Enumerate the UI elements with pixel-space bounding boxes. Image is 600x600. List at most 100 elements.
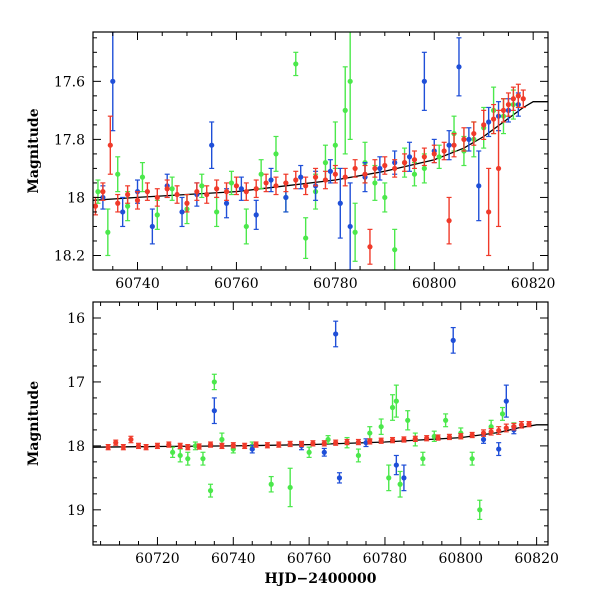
data-point bbox=[310, 440, 316, 446]
data-point bbox=[488, 429, 494, 435]
data-point bbox=[367, 430, 373, 436]
data-point bbox=[143, 444, 149, 450]
x-tick-label: 60780 bbox=[313, 276, 358, 292]
x-tick-label: 60720 bbox=[135, 551, 180, 567]
data-point bbox=[100, 189, 106, 195]
data-point bbox=[446, 142, 452, 148]
data-point bbox=[456, 64, 462, 70]
data-point bbox=[393, 398, 399, 404]
data-point bbox=[214, 186, 220, 192]
data-point bbox=[526, 421, 532, 427]
data-point bbox=[107, 142, 113, 148]
data-point bbox=[110, 78, 116, 84]
data-point bbox=[268, 177, 274, 183]
data-point bbox=[435, 434, 441, 441]
data-point bbox=[347, 223, 353, 230]
data-point bbox=[207, 442, 214, 448]
data-point bbox=[481, 122, 487, 128]
data-point bbox=[451, 142, 457, 148]
y-tick-label: 17.6 bbox=[54, 74, 85, 90]
model-curve bbox=[93, 424, 548, 448]
data-point bbox=[149, 223, 155, 230]
data-point bbox=[293, 177, 299, 183]
data-point bbox=[344, 439, 350, 445]
plot-frame bbox=[92, 301, 549, 546]
data-point bbox=[273, 151, 279, 157]
data-point bbox=[321, 440, 327, 446]
data-point bbox=[342, 107, 348, 113]
data-point bbox=[476, 183, 482, 189]
data-point bbox=[355, 439, 362, 445]
data-point bbox=[273, 183, 279, 189]
data-point bbox=[424, 435, 430, 441]
data-point bbox=[105, 229, 111, 235]
data-point bbox=[223, 200, 230, 206]
data-point bbox=[144, 189, 151, 195]
data-point bbox=[283, 180, 289, 186]
bottom-panel: 60720 60740 60760 60780 60800 60820 16 17 18 19 Ma… bbox=[26, 301, 559, 587]
data-point bbox=[333, 440, 339, 446]
data-point bbox=[431, 151, 437, 157]
data-point bbox=[443, 417, 449, 423]
data-point bbox=[303, 235, 309, 241]
y-axis-title: Magnitude bbox=[26, 381, 42, 466]
data-point bbox=[436, 154, 442, 160]
data-point bbox=[264, 442, 271, 448]
y-tick-label: 17.8 bbox=[54, 132, 85, 148]
data-point bbox=[446, 218, 452, 224]
data-point bbox=[392, 165, 398, 172]
y-tick-label: 18.2 bbox=[54, 248, 85, 264]
data-point bbox=[421, 165, 427, 172]
data-point bbox=[367, 244, 373, 250]
data-point bbox=[515, 93, 521, 99]
data-point bbox=[179, 209, 185, 215]
data-point bbox=[298, 174, 304, 180]
data-point bbox=[362, 171, 368, 177]
data-point bbox=[207, 488, 214, 494]
data-point bbox=[406, 154, 413, 160]
x-tick-label: 60780 bbox=[363, 551, 408, 567]
data-point bbox=[389, 404, 396, 411]
data-point bbox=[185, 456, 191, 462]
data-point bbox=[378, 438, 384, 444]
data-point bbox=[214, 209, 220, 215]
data-point bbox=[496, 446, 502, 452]
data-point bbox=[401, 160, 408, 166]
data-point bbox=[209, 142, 215, 148]
data-point bbox=[135, 443, 142, 449]
x-tick-label: 60800 bbox=[439, 551, 484, 567]
data-point bbox=[322, 160, 329, 166]
data-point bbox=[496, 427, 502, 434]
x-tick-label: 60760 bbox=[287, 551, 332, 567]
red-series bbox=[105, 420, 532, 451]
data-point bbox=[174, 191, 180, 198]
data-point bbox=[378, 424, 384, 430]
data-point bbox=[283, 194, 289, 201]
data-point bbox=[327, 168, 333, 174]
data-point bbox=[490, 116, 497, 122]
data-point bbox=[367, 438, 373, 445]
data-point bbox=[500, 107, 507, 113]
data-point bbox=[154, 194, 160, 201]
data-point bbox=[253, 442, 259, 448]
data-point bbox=[401, 436, 407, 443]
data-point bbox=[169, 186, 175, 192]
data-point bbox=[105, 444, 111, 450]
data-point bbox=[503, 398, 509, 404]
data-point bbox=[421, 154, 427, 160]
data-point bbox=[306, 449, 312, 455]
red-series bbox=[93, 83, 526, 265]
data-point bbox=[177, 443, 183, 449]
data-point bbox=[411, 171, 418, 177]
data-point bbox=[287, 484, 293, 491]
data-point bbox=[446, 434, 453, 440]
data-point bbox=[389, 437, 396, 443]
data-point bbox=[392, 247, 398, 253]
data-point bbox=[377, 165, 383, 172]
data-point bbox=[120, 209, 126, 215]
data-point bbox=[450, 337, 456, 343]
data-point bbox=[471, 130, 477, 137]
data-point bbox=[393, 462, 399, 468]
data-point bbox=[342, 174, 348, 180]
data-point bbox=[495, 165, 502, 172]
